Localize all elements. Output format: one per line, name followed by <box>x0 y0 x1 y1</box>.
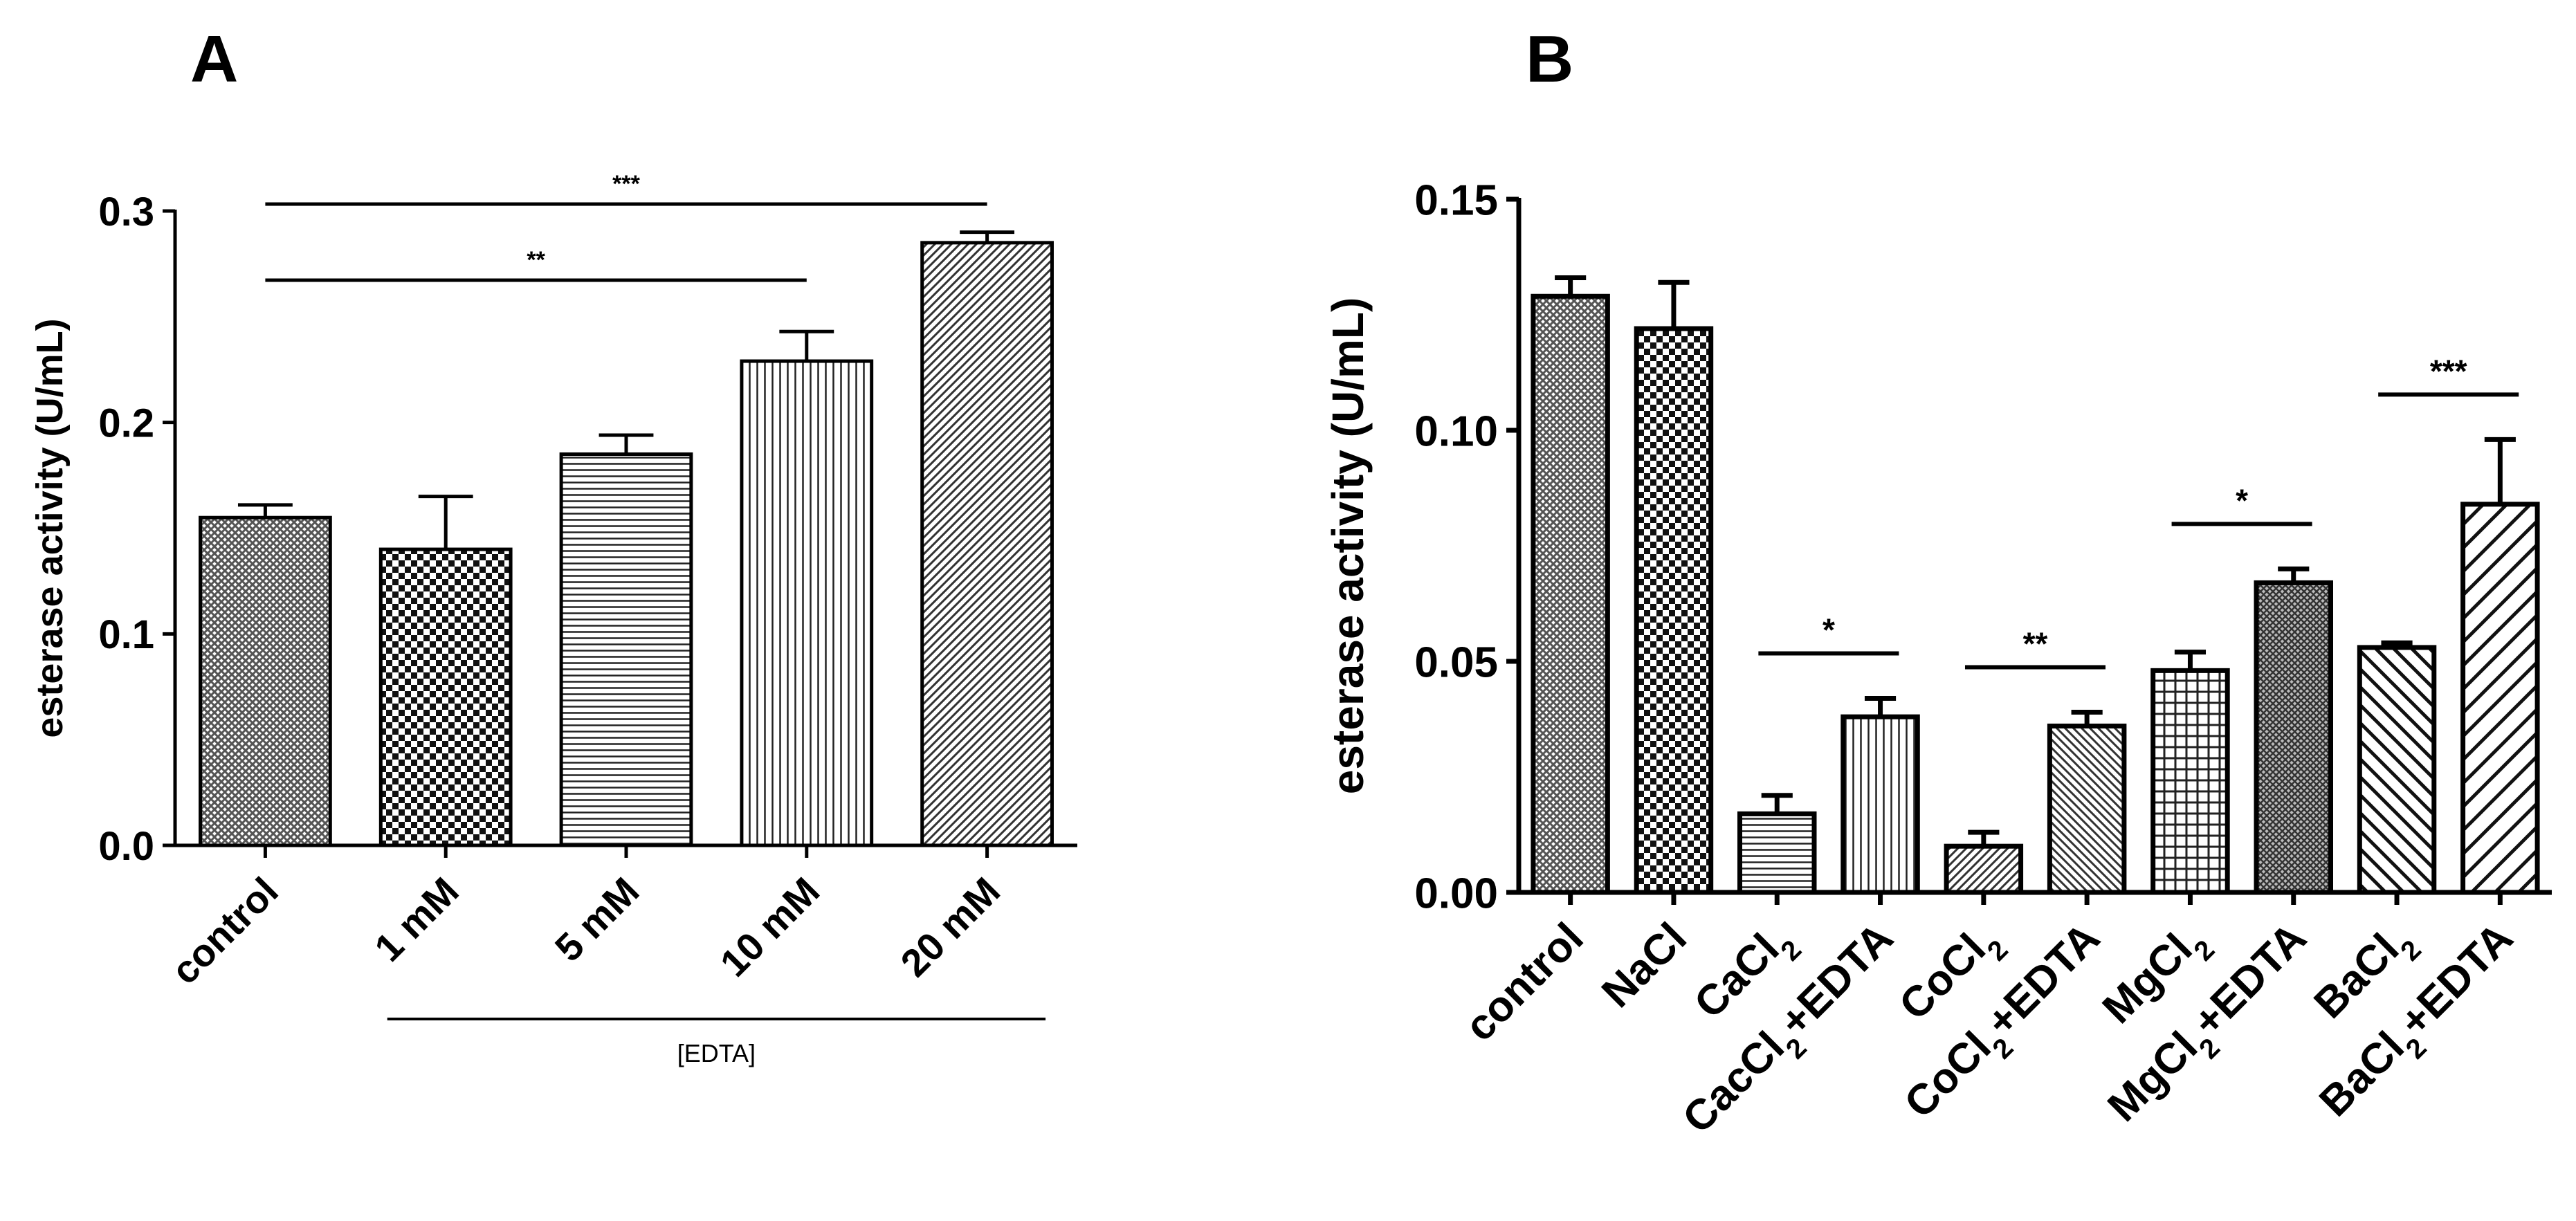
chart-panel-b: 0.00 0.05 0.10 0.15 esterase activity (U/mL)… <box>1323 176 2552 1143</box>
x-category-label: NaCl <box>1593 914 1696 1017</box>
y-axis-title: esterase activity (U/mL) <box>1323 297 1373 795</box>
panel-label-b: B <box>1526 22 1573 96</box>
y-tick-label: 0.15 <box>1414 176 1498 224</box>
bar <box>740 359 874 847</box>
significance-marker: *** <box>2430 353 2467 389</box>
y-tick-label: 0.1 <box>98 612 154 657</box>
x-category-label: 20 mM <box>892 869 1008 985</box>
y-tick-label: 0.2 <box>98 401 154 446</box>
bar <box>2047 724 2127 895</box>
x-category-label: 5 mM <box>547 869 648 970</box>
bar <box>2254 580 2333 895</box>
x-category-label: control <box>1456 914 1592 1050</box>
y-tick-label: 0.3 <box>98 190 154 235</box>
x-category-label: 10 mM <box>711 869 828 985</box>
significance-marker: ** <box>2023 625 2048 661</box>
significance-marker: ** <box>527 247 545 273</box>
bar <box>2357 645 2437 895</box>
bar <box>199 515 332 847</box>
group-label: [EDTA] <box>677 1039 756 1067</box>
y-tick-label: 0.00 <box>1414 870 1498 917</box>
bar <box>559 452 693 847</box>
significance-marker: *** <box>612 171 640 197</box>
bar <box>1531 293 1610 895</box>
bar <box>2460 502 2540 895</box>
bar <box>378 547 513 847</box>
panel-label-a: A <box>190 22 238 96</box>
x-category-label: 1 mM <box>366 869 467 970</box>
x-category-label: CoCl2+EDTA <box>1896 914 2118 1136</box>
x-category-label: BaCl2+EDTA <box>2310 914 2530 1134</box>
x-category-label: control <box>163 869 286 993</box>
bar <box>920 241 1054 847</box>
y-tick-label: 0.0 <box>98 824 154 869</box>
significance-marker: * <box>2236 482 2248 518</box>
chart-panel-a: 0.0 0.1 0.2 0.3 esterase activity (U/mL) cont… <box>29 171 1077 1067</box>
y-tick-label: 0.05 <box>1414 639 1498 686</box>
bar <box>1840 714 1920 895</box>
significance-marker: * <box>1823 612 1835 648</box>
bar <box>1737 811 1817 895</box>
bar <box>1944 843 2024 895</box>
y-axis-title: esterase activity (U/mL) <box>29 318 71 737</box>
bar <box>2150 668 2230 895</box>
bar <box>1634 326 1714 895</box>
y-tick-label: 0.10 <box>1414 407 1498 455</box>
